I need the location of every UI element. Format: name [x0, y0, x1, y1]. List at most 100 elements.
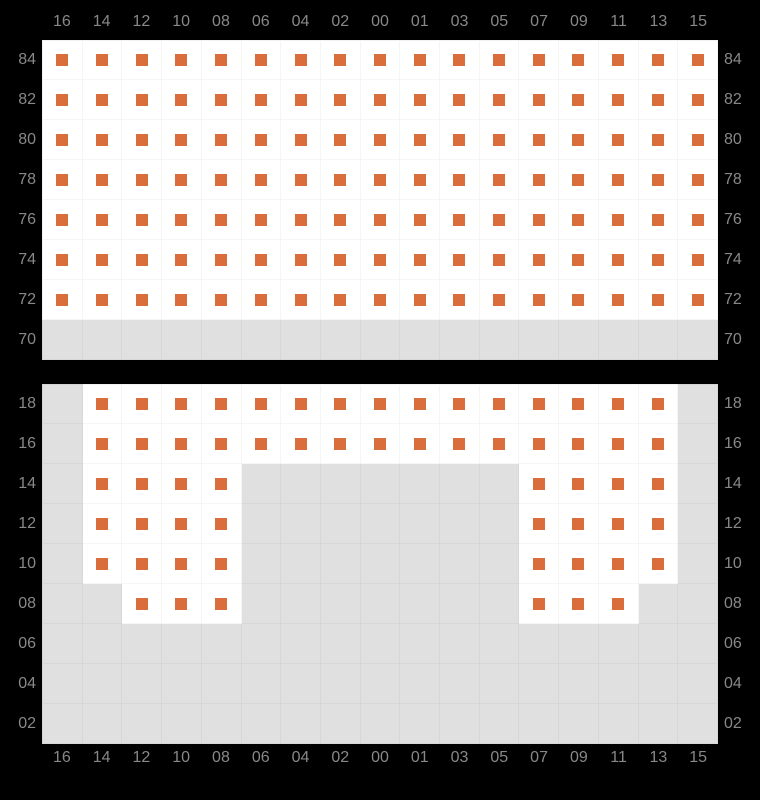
seat-cell[interactable]	[599, 424, 639, 464]
seat-cell[interactable]	[281, 280, 321, 320]
seat-cell[interactable]	[83, 280, 123, 320]
seat-cell[interactable]	[202, 424, 242, 464]
seat-cell[interactable]	[599, 504, 639, 544]
seat-cell[interactable]	[599, 200, 639, 240]
seat-cell[interactable]	[321, 160, 361, 200]
seat-cell[interactable]	[242, 120, 282, 160]
seat-cell[interactable]	[321, 40, 361, 80]
seat-cell[interactable]	[321, 200, 361, 240]
seat-cell[interactable]	[519, 504, 559, 544]
seat-cell[interactable]	[122, 584, 162, 624]
seat-cell[interactable]	[122, 80, 162, 120]
seat-cell[interactable]	[202, 120, 242, 160]
seat-cell[interactable]	[480, 280, 520, 320]
seat-cell[interactable]	[162, 240, 202, 280]
seat-cell[interactable]	[202, 240, 242, 280]
seat-cell[interactable]	[281, 200, 321, 240]
seat-cell[interactable]	[480, 384, 520, 424]
seat-cell[interactable]	[162, 384, 202, 424]
seat-cell[interactable]	[519, 160, 559, 200]
seat-cell[interactable]	[122, 544, 162, 584]
seat-cell[interactable]	[519, 384, 559, 424]
seat-cell[interactable]	[400, 160, 440, 200]
seat-cell[interactable]	[242, 424, 282, 464]
seat-cell[interactable]	[599, 40, 639, 80]
seat-cell[interactable]	[162, 200, 202, 240]
seat-cell[interactable]	[480, 120, 520, 160]
seat-cell[interactable]	[480, 80, 520, 120]
seat-cell[interactable]	[678, 120, 718, 160]
seat-cell[interactable]	[202, 200, 242, 240]
seat-cell[interactable]	[559, 240, 599, 280]
seat-cell[interactable]	[42, 240, 83, 280]
seat-cell[interactable]	[202, 544, 242, 584]
seat-cell[interactable]	[519, 80, 559, 120]
seat-cell[interactable]	[122, 384, 162, 424]
seat-cell[interactable]	[122, 40, 162, 80]
seat-cell[interactable]	[519, 240, 559, 280]
seat-cell[interactable]	[242, 200, 282, 240]
seat-cell[interactable]	[639, 240, 679, 280]
seat-cell[interactable]	[162, 464, 202, 504]
seat-cell[interactable]	[639, 384, 679, 424]
seat-cell[interactable]	[440, 160, 480, 200]
seat-cell[interactable]	[242, 160, 282, 200]
seat-cell[interactable]	[559, 280, 599, 320]
seat-cell[interactable]	[242, 280, 282, 320]
seat-cell[interactable]	[122, 424, 162, 464]
seat-cell[interactable]	[678, 160, 718, 200]
seat-cell[interactable]	[400, 200, 440, 240]
seat-cell[interactable]	[281, 384, 321, 424]
seat-cell[interactable]	[83, 464, 123, 504]
seat-cell[interactable]	[559, 200, 599, 240]
seat-cell[interactable]	[42, 40, 83, 80]
seat-cell[interactable]	[202, 504, 242, 544]
seat-cell[interactable]	[122, 120, 162, 160]
seat-cell[interactable]	[361, 40, 401, 80]
seat-cell[interactable]	[559, 40, 599, 80]
seat-cell[interactable]	[639, 80, 679, 120]
seat-cell[interactable]	[599, 160, 639, 200]
seat-cell[interactable]	[83, 160, 123, 200]
seat-cell[interactable]	[519, 40, 559, 80]
seat-cell[interactable]	[559, 80, 599, 120]
seat-cell[interactable]	[162, 40, 202, 80]
seat-cell[interactable]	[42, 200, 83, 240]
seat-cell[interactable]	[202, 160, 242, 200]
seat-cell[interactable]	[281, 120, 321, 160]
seat-cell[interactable]	[202, 584, 242, 624]
seat-cell[interactable]	[83, 504, 123, 544]
seat-cell[interactable]	[400, 80, 440, 120]
seat-cell[interactable]	[639, 544, 679, 584]
seat-cell[interactable]	[599, 240, 639, 280]
seat-cell[interactable]	[162, 504, 202, 544]
seat-cell[interactable]	[321, 424, 361, 464]
seat-cell[interactable]	[678, 40, 718, 80]
seat-cell[interactable]	[599, 384, 639, 424]
seat-cell[interactable]	[242, 240, 282, 280]
seat-cell[interactable]	[559, 544, 599, 584]
seat-cell[interactable]	[361, 160, 401, 200]
seat-cell[interactable]	[321, 120, 361, 160]
seat-cell[interactable]	[559, 584, 599, 624]
seat-cell[interactable]	[639, 280, 679, 320]
seat-cell[interactable]	[83, 544, 123, 584]
seat-cell[interactable]	[83, 120, 123, 160]
seat-cell[interactable]	[559, 160, 599, 200]
seat-cell[interactable]	[361, 424, 401, 464]
seat-cell[interactable]	[361, 280, 401, 320]
seat-cell[interactable]	[480, 424, 520, 464]
seat-cell[interactable]	[122, 280, 162, 320]
seat-cell[interactable]	[678, 200, 718, 240]
seat-cell[interactable]	[440, 424, 480, 464]
seat-cell[interactable]	[361, 240, 401, 280]
seat-cell[interactable]	[202, 280, 242, 320]
seat-cell[interactable]	[559, 120, 599, 160]
seat-cell[interactable]	[639, 464, 679, 504]
seat-cell[interactable]	[83, 384, 123, 424]
seat-cell[interactable]	[42, 280, 83, 320]
seat-cell[interactable]	[440, 384, 480, 424]
seat-cell[interactable]	[678, 80, 718, 120]
seat-cell[interactable]	[361, 200, 401, 240]
seat-cell[interactable]	[559, 504, 599, 544]
